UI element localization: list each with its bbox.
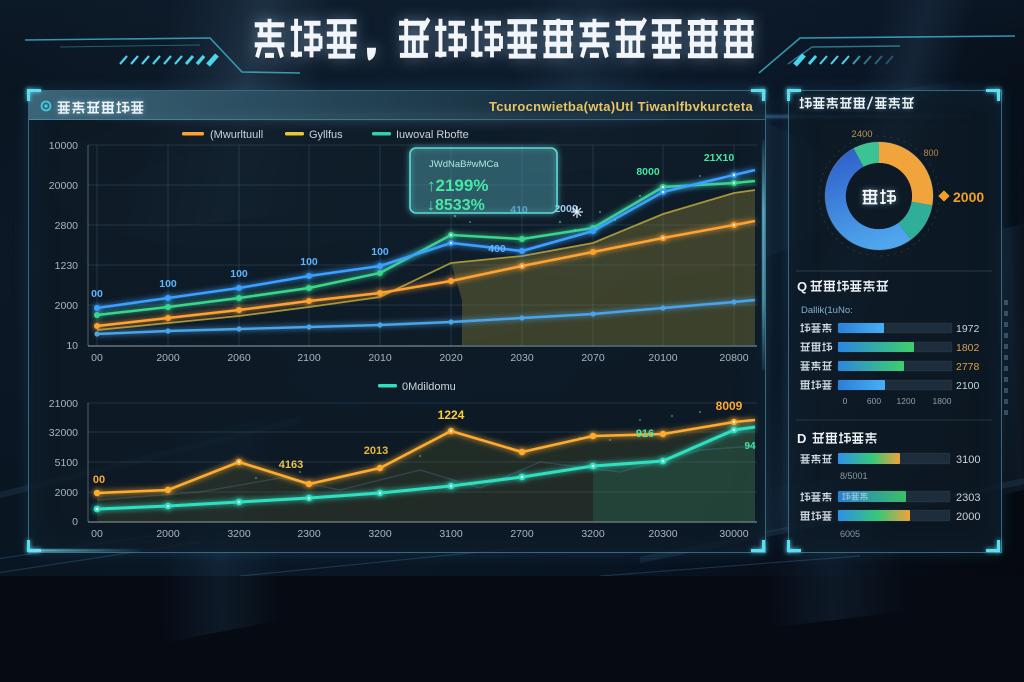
svg-text:3200: 3200 (227, 528, 251, 540)
svg-text:Q: Q (797, 279, 807, 294)
svg-text:0: 0 (72, 516, 78, 528)
svg-text:8009: 8009 (716, 399, 743, 413)
svg-text:8000: 8000 (636, 166, 660, 178)
svg-text:800: 800 (923, 148, 938, 158)
svg-text:2060: 2060 (227, 352, 251, 364)
svg-text:2010: 2010 (368, 352, 392, 364)
svg-text:100: 100 (300, 256, 318, 268)
svg-text:21X10: 21X10 (704, 152, 735, 164)
svg-text:2013: 2013 (364, 445, 388, 457)
svg-text:600: 600 (867, 396, 881, 406)
svg-text:JWdNaB#wMCa: JWdNaB#wMCa (429, 159, 499, 170)
svg-text:20000: 20000 (49, 180, 78, 192)
svg-text:3200: 3200 (368, 528, 392, 540)
svg-text:00: 00 (93, 474, 105, 486)
svg-text:2300: 2300 (297, 528, 321, 540)
svg-text:2778: 2778 (956, 361, 980, 373)
svg-text:2070: 2070 (581, 352, 605, 364)
svg-text:100: 100 (371, 246, 389, 258)
svg-text:1230: 1230 (55, 260, 79, 272)
svg-text:2000: 2000 (953, 189, 984, 205)
svg-text:↑2199%: ↑2199% (427, 176, 488, 195)
svg-text:5100: 5100 (55, 457, 79, 469)
svg-text:00: 00 (91, 352, 103, 364)
svg-text:2000: 2000 (156, 528, 180, 540)
svg-text:1802: 1802 (956, 342, 980, 354)
svg-text:2000: 2000 (956, 511, 980, 523)
svg-text:3200: 3200 (581, 528, 605, 540)
svg-text:D: D (797, 431, 806, 446)
svg-text:32000: 32000 (49, 427, 78, 439)
svg-text:↓8533%: ↓8533% (427, 197, 485, 214)
svg-text:4163: 4163 (279, 459, 303, 471)
svg-text:2000: 2000 (156, 352, 180, 364)
svg-text:400: 400 (488, 243, 506, 255)
svg-text:2000: 2000 (55, 487, 79, 499)
svg-text:100: 100 (159, 278, 177, 290)
svg-text:100: 100 (230, 268, 248, 280)
svg-text:3100: 3100 (956, 454, 980, 466)
svg-text:10: 10 (66, 340, 78, 352)
svg-text:2000: 2000 (55, 300, 79, 312)
svg-text:21000: 21000 (49, 398, 78, 410)
svg-text:10000: 10000 (49, 140, 78, 152)
svg-text:30000: 30000 (719, 528, 748, 540)
svg-text:2303: 2303 (956, 492, 980, 504)
svg-text:2800: 2800 (55, 220, 79, 232)
svg-text:Gyllfus: Gyllfus (309, 129, 343, 141)
svg-text:00: 00 (91, 288, 103, 300)
svg-text:2700: 2700 (510, 528, 534, 540)
svg-text:0Mdildomu: 0Mdildomu (402, 381, 456, 393)
svg-text:6005: 6005 (840, 529, 860, 539)
svg-text:00: 00 (91, 528, 103, 540)
svg-text:2030: 2030 (510, 352, 534, 364)
svg-text:2400: 2400 (851, 129, 872, 140)
svg-text:1200: 1200 (897, 396, 916, 406)
svg-text:(Mwurltuull: (Mwurltuull (210, 129, 263, 141)
svg-text:2100: 2100 (297, 352, 321, 364)
svg-text:3100: 3100 (439, 528, 463, 540)
svg-text:20800: 20800 (719, 352, 748, 364)
svg-text:20300: 20300 (648, 528, 677, 540)
svg-text:Iuwoval Rbofte: Iuwoval Rbofte (396, 129, 469, 141)
svg-text:2020: 2020 (439, 352, 463, 364)
svg-text:20100: 20100 (648, 352, 677, 364)
svg-text:1224: 1224 (438, 408, 465, 422)
svg-text:2100: 2100 (956, 380, 980, 392)
svg-text:1800: 1800 (933, 396, 952, 406)
svg-text:8/5001: 8/5001 (840, 471, 868, 481)
svg-text:1972: 1972 (956, 323, 980, 335)
svg-text:94: 94 (744, 441, 756, 452)
svg-text:Dallik(1uNo:: Dallik(1uNo: (801, 305, 853, 316)
svg-text:916: 916 (636, 428, 654, 440)
svg-text:0: 0 (843, 396, 848, 406)
